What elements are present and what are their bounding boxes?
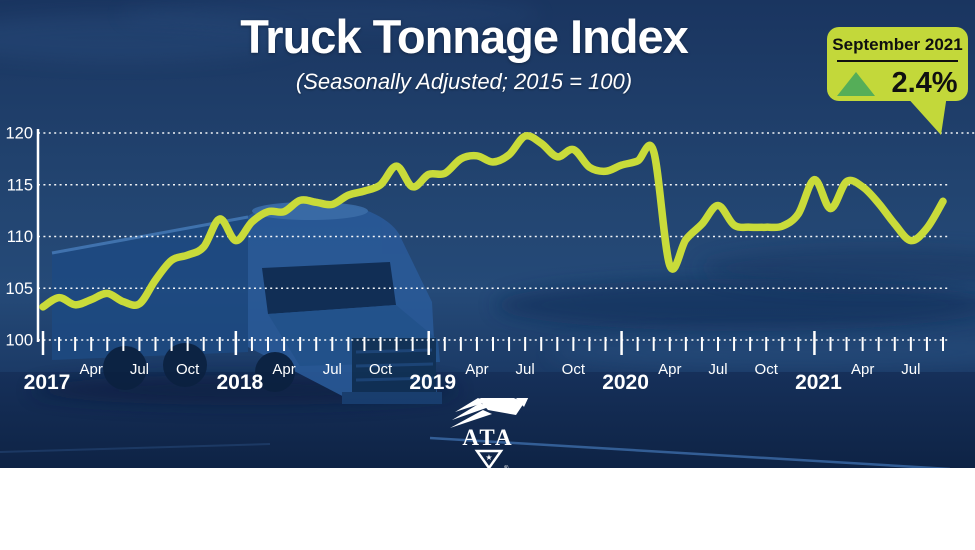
x-axis-month-label-Jul: Jul bbox=[323, 361, 342, 378]
ata-logo: ATA ★ ® bbox=[450, 398, 529, 472]
x-axis-month-label-Oct: Oct bbox=[562, 361, 586, 378]
x-axis-month-label-Oct: Oct bbox=[176, 361, 200, 378]
x-axis-month-label-Apr: Apr bbox=[851, 361, 874, 378]
x-axis-month-label-Jul: Jul bbox=[708, 361, 727, 378]
page-title: Truck Tonnage Index bbox=[240, 10, 689, 63]
callout-tail bbox=[905, 95, 947, 135]
lane-line bbox=[429, 436, 951, 468]
eagle-feather-3 bbox=[450, 410, 492, 428]
x-axis-month-label-Apr: Apr bbox=[658, 361, 681, 378]
ata-logo-text: ATA bbox=[462, 425, 513, 450]
y-axis-label-115: 115 bbox=[7, 176, 33, 194]
callout-month-label: September 2021 bbox=[832, 35, 963, 54]
page-subtitle: (Seasonally Adjusted; 2015 = 100) bbox=[295, 69, 633, 95]
logo-star: ★ bbox=[485, 453, 492, 462]
up-triangle-icon bbox=[837, 71, 876, 96]
x-axis-month-label-Jul: Jul bbox=[901, 361, 920, 378]
lane-line-left bbox=[0, 443, 271, 453]
x-axis-year-label-2021: 2021 bbox=[795, 371, 842, 394]
clouds bbox=[0, 0, 975, 370]
x-axis-year-label-2017: 2017 bbox=[24, 371, 71, 394]
eagle-body bbox=[478, 398, 524, 415]
y-axis-label-105: 105 bbox=[5, 280, 33, 298]
x-axis-month-label-Apr: Apr bbox=[465, 361, 488, 378]
eagle-feather-1 bbox=[455, 398, 486, 412]
registered-mark: ® bbox=[504, 465, 509, 472]
x-axis-month-label-Oct: Oct bbox=[755, 361, 779, 378]
eagle-feather-2 bbox=[452, 403, 489, 420]
callout-divider bbox=[837, 60, 958, 62]
truck-photo-background bbox=[0, 0, 975, 468]
x-axis-month-label-Apr: Apr bbox=[80, 361, 103, 378]
y-axis-label-110: 110 bbox=[7, 228, 33, 246]
y-axis-label-100: 100 bbox=[5, 332, 33, 350]
callout-value-row: 2.4% bbox=[827, 62, 968, 100]
x-axis-month-label-Apr: Apr bbox=[272, 361, 295, 378]
x-axis-month-label-Oct: Oct bbox=[369, 361, 393, 378]
callout-bubble: September 2021 2.4% bbox=[827, 27, 968, 101]
callout-percent-value: 2.4% bbox=[891, 67, 958, 99]
eagle-tail bbox=[516, 398, 529, 407]
x-axis-month-label-Jul: Jul bbox=[130, 361, 149, 378]
chart-header: Truck Tonnage Index (Seasonally Adjusted… bbox=[0, 12, 928, 95]
tonnage-line bbox=[39, 131, 947, 311]
x-axis-year-label-2018: 2018 bbox=[216, 371, 263, 394]
x-axis-year-label-2020: 2020 bbox=[602, 371, 649, 394]
x-axis-month-label-Jul: Jul bbox=[516, 361, 535, 378]
logo-triangle bbox=[474, 449, 504, 471]
y-axis-label-120: 120 bbox=[5, 125, 33, 143]
x-axis-year-label-2019: 2019 bbox=[409, 371, 456, 394]
